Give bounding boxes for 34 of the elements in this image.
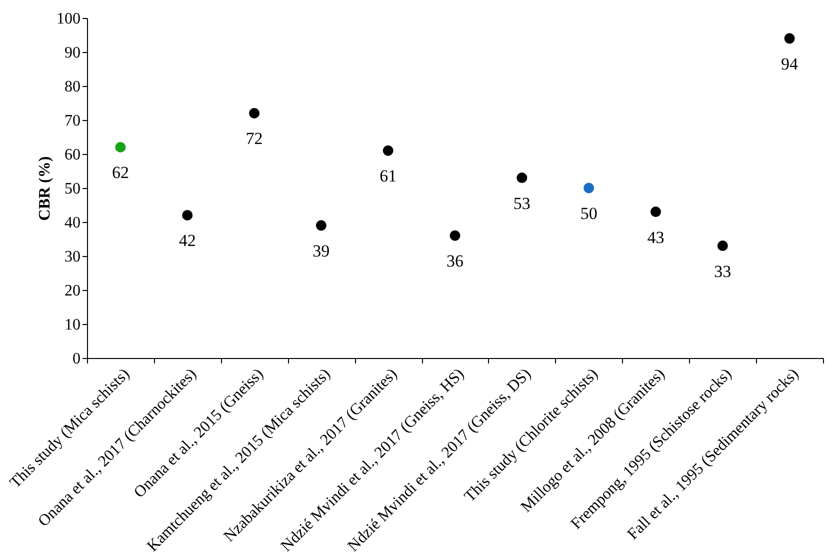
y-axis-title: CBR (%) — [36, 156, 54, 221]
point — [650, 206, 661, 218]
y-tick-label: 0 — [72, 350, 80, 368]
point — [584, 182, 594, 194]
data-label: 94 — [781, 54, 799, 74]
y-tick-label: 10 — [64, 316, 80, 334]
data-label: 42 — [178, 231, 196, 250]
data-label: 43 — [647, 228, 664, 247]
point — [382, 145, 394, 156]
point — [249, 108, 260, 118]
data-label: 50 — [580, 204, 598, 223]
data-label: 39 — [312, 241, 330, 260]
y-tick-label: 70 — [64, 112, 80, 130]
y-tick-label: 80 — [64, 78, 80, 96]
y-tick-label: 90 — [64, 44, 80, 62]
point — [784, 33, 795, 44]
point — [516, 172, 528, 184]
point — [115, 142, 126, 152]
data-label: 62 — [112, 163, 129, 182]
y-tick-label: 60 — [64, 146, 80, 164]
data-label: 72 — [246, 129, 263, 148]
y-tick-label: 30 — [64, 248, 80, 266]
point — [316, 220, 326, 231]
data-label: 33 — [714, 262, 732, 281]
y-tick-label: 100 — [56, 10, 80, 28]
point — [182, 210, 193, 220]
point — [450, 230, 460, 241]
data-label: 36 — [446, 252, 464, 271]
data-label: 61 — [380, 166, 397, 186]
data-label: 53 — [513, 194, 530, 213]
y-tick-label: 40 — [64, 214, 80, 232]
y-tick-label: 20 — [64, 282, 80, 300]
y-tick-label: 50 — [64, 180, 80, 198]
point — [717, 240, 728, 252]
